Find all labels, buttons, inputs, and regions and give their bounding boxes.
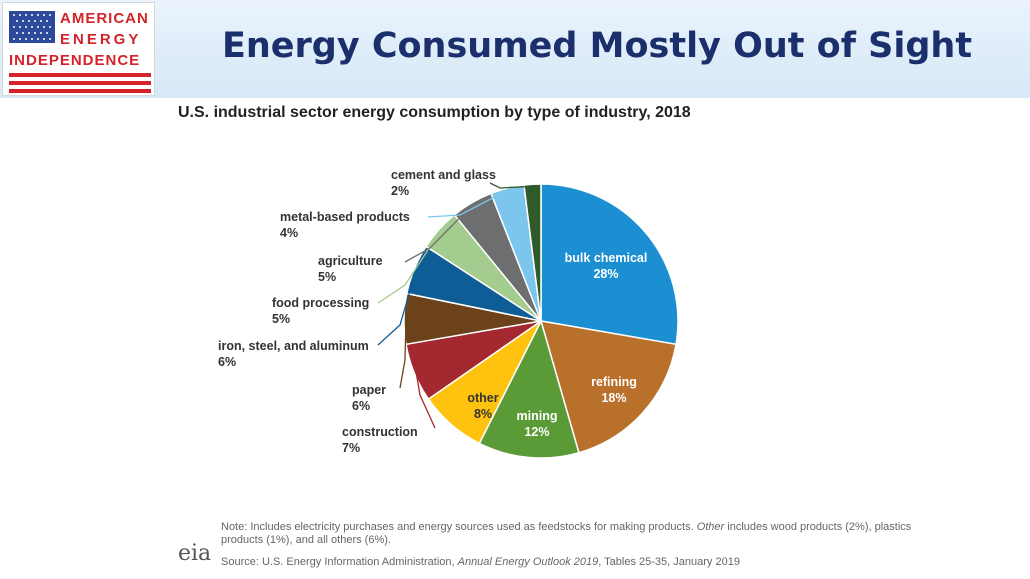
logo-stripe: [9, 89, 151, 93]
slice-label-mining: mining: [517, 409, 558, 423]
slice-label-food-processing: food processing: [272, 296, 369, 310]
leader-line-metal-based-products: [427, 189, 509, 218]
logo-text-energy: ENERGY: [60, 31, 142, 48]
footnote-other: Other: [696, 521, 725, 533]
slice-value-paper: 6%: [352, 399, 370, 413]
slice-label-agriculture: agriculture: [318, 254, 383, 268]
page-title: Energy Consumed Mostly Out of Sight: [221, 26, 973, 66]
header-banner: [0, 0, 1030, 98]
slice-label-refining: refining: [591, 375, 637, 389]
source-line: Source: U.S. Energy Information Administ…: [221, 556, 740, 568]
leader-line-paper: [399, 318, 407, 389]
leader-line-cement-and-glass: [489, 182, 533, 189]
slice-label-other: other: [467, 391, 498, 405]
source-text: Source: U.S. Energy Information Administ…: [221, 556, 458, 568]
slice-label-cement-and-glass: cement and glass: [391, 168, 496, 182]
eia-logo: eia: [178, 541, 212, 566]
slice-value-iron-steel-and-aluminum: 6%: [218, 355, 236, 369]
logo-text-independence: INDEPENDENCE: [9, 52, 141, 69]
pie-slice-cement-and-glass: [523, 183, 542, 322]
slice-label-iron-steel-and-aluminum: iron, steel, and aluminum: [218, 339, 369, 353]
slice-value-refining: 18%: [601, 391, 626, 405]
slice-label-construction: construction: [342, 425, 418, 439]
leader-line-iron-steel-and-aluminum: [377, 269, 417, 346]
chart-title: U.S. industrial sector energy consumptio…: [178, 104, 691, 121]
slice-value-agriculture: 5%: [318, 270, 336, 284]
pie-slice-mining: [478, 318, 580, 459]
slice-label-paper: paper: [352, 383, 386, 397]
slice-value-metal-based-products: 4%: [280, 226, 298, 240]
pie-slice-bulk-chemical: [540, 183, 679, 346]
slice-value-food-processing: 5%: [272, 312, 290, 326]
slice-value-bulk-chemical: 28%: [593, 267, 618, 281]
slice-value-construction: 7%: [342, 441, 360, 455]
source-report-title: Annual Energy Outlook 2019: [457, 556, 599, 568]
logo-stripe: [9, 81, 151, 85]
source-text-2: , Tables 25-35, January 2019: [598, 556, 740, 568]
logo: AMERICAN ENERGY INDEPENDENCE: [2, 2, 155, 96]
footnote-text-2: includes wood products (2%), plastics pr…: [221, 521, 912, 546]
flag-icon: [9, 11, 55, 43]
leader-line-agriculture: [404, 203, 474, 263]
logo-text-american: AMERICAN: [60, 10, 149, 27]
pie-slice-refining: [539, 320, 677, 454]
footnote-text: Note: Includes electricity purchases and…: [221, 521, 697, 533]
footnote: Note: Includes electricity purchases and…: [221, 521, 921, 547]
slice-label-metal-based-products: metal-based products: [280, 210, 410, 224]
slice-value-mining: 12%: [524, 425, 549, 439]
logo-stripe: [9, 73, 151, 77]
slice-value-other: 8%: [474, 407, 492, 421]
slice-label-bulk-chemical: bulk chemical: [565, 251, 648, 265]
slice-value-cement-and-glass: 2%: [391, 184, 409, 198]
leader-line-construction: [415, 372, 436, 429]
